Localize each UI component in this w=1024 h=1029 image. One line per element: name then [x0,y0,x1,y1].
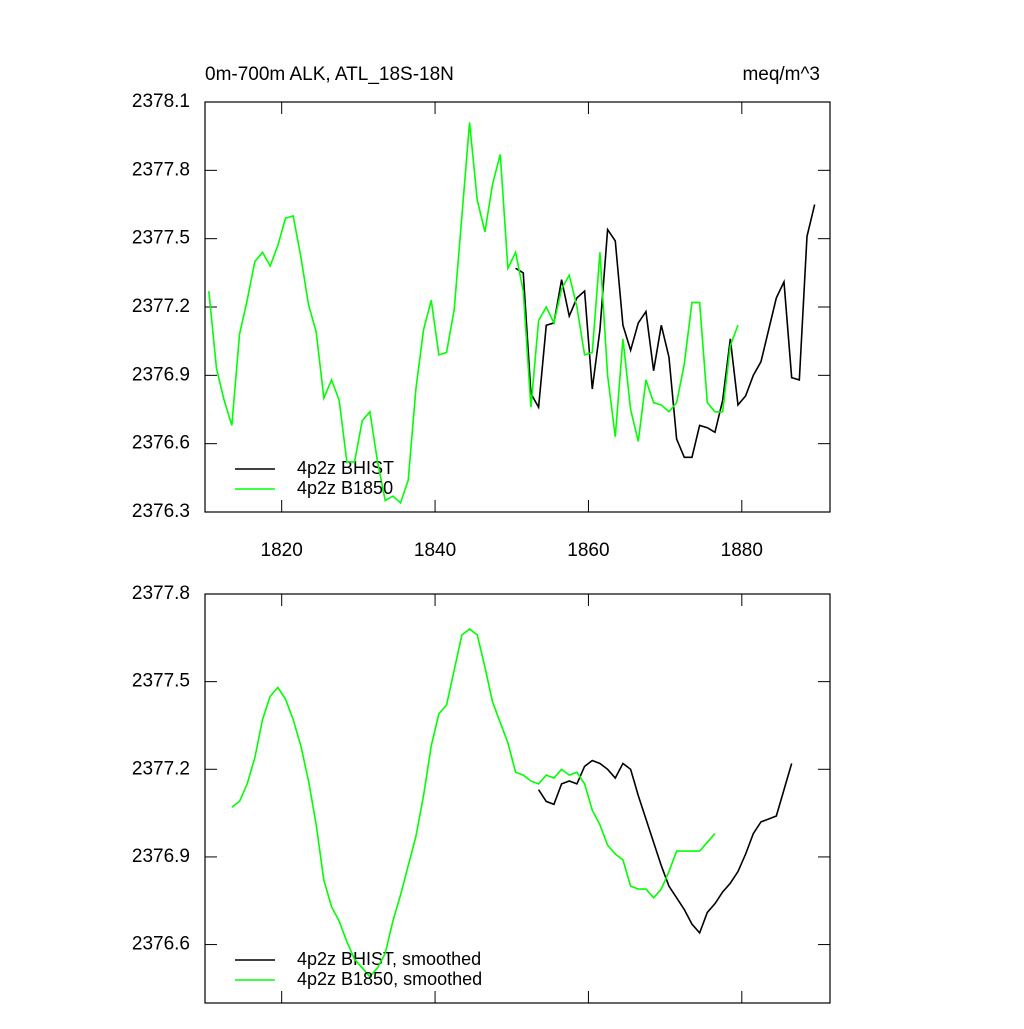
y-tick-label: 2377.5 [132,671,190,692]
y-tick-label: 2376.9 [132,364,190,385]
plot-frame [204,101,831,513]
y-tick-label: 2376.3 [132,501,190,522]
plot-frame [204,593,831,1004]
legend-label: 4p2z B1850 [297,478,393,498]
y-tick-label: 2376.6 [132,433,190,454]
chart-title: 0m-700m ALK, ATL_18S-18N [205,64,454,85]
y-tick-label: 2377.8 [132,583,190,604]
x-tick-label: 1840 [414,540,456,561]
legend-label: 4p2z BHIST [297,458,394,478]
legend-label: 4p2z B1850, smoothed [297,969,482,989]
data-line [537,759,793,935]
y-tick-label: 2377.2 [132,296,190,317]
y-tick-label: 2376.6 [132,934,190,955]
y-tick-label: 2378.1 [132,91,190,112]
data-line [231,628,716,978]
y-tick-label: 2377.5 [132,228,190,249]
x-tick-label: 1880 [721,540,763,561]
y-tick-label: 2377.2 [132,758,190,779]
data-line [208,122,739,505]
y-tick-label: 2377.8 [132,159,190,180]
data-line [515,204,816,459]
x-tick-label: 1820 [261,540,303,561]
units-label: meq/m^3 [742,64,820,85]
legend-label: 4p2z BHIST, smoothed [297,949,481,969]
x-tick-label: 1860 [567,540,609,561]
y-tick-label: 2376.9 [132,846,190,867]
